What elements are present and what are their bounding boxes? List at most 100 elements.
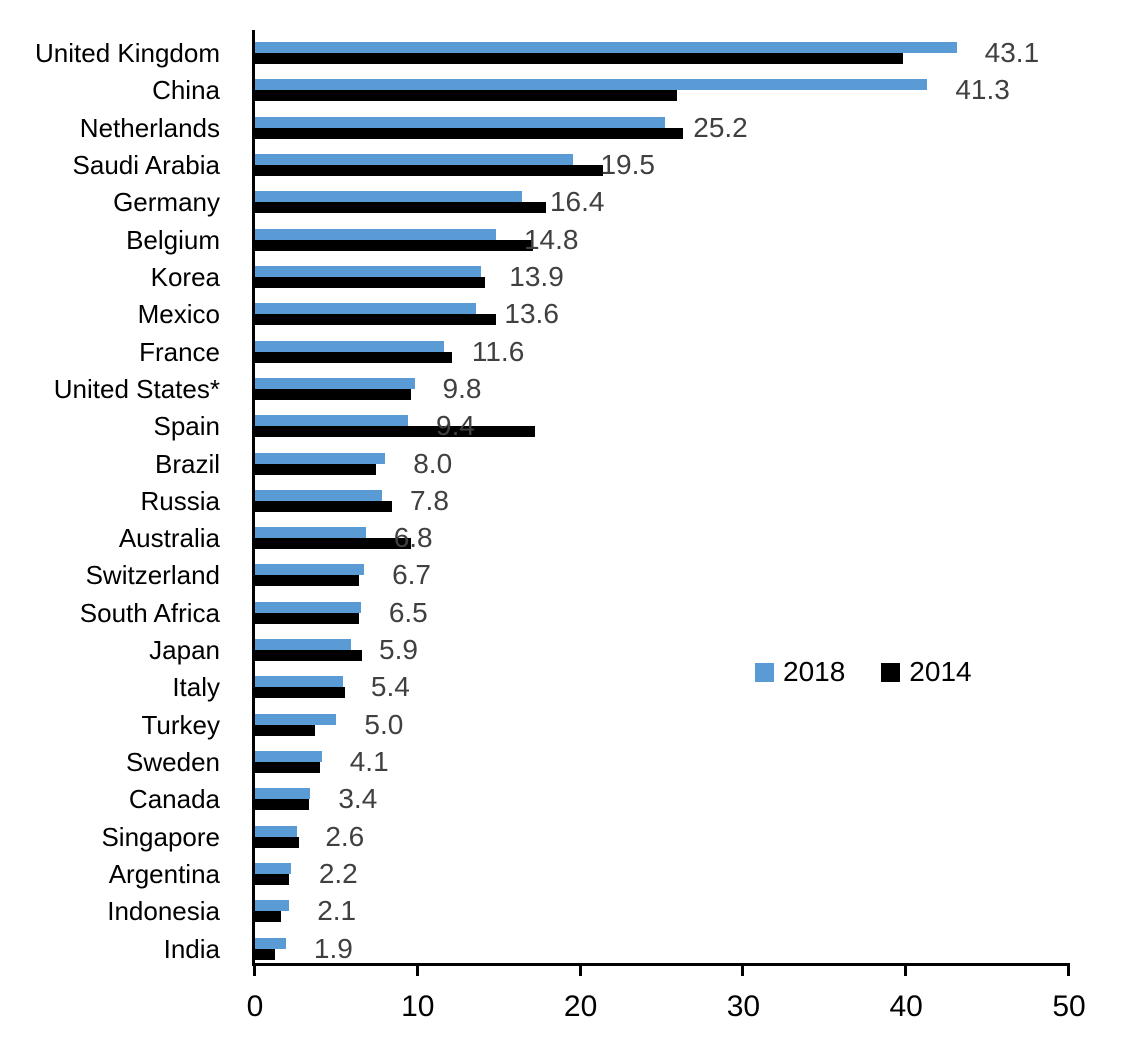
- category-label: Brazil: [154, 448, 220, 479]
- bar-2014: [255, 911, 281, 923]
- value-label: 16.4: [549, 186, 605, 218]
- x-tick-label: 50: [1052, 990, 1086, 1023]
- bar-2018: [255, 377, 415, 389]
- bar-2014: [255, 53, 903, 64]
- category-label: Sweden: [126, 747, 220, 778]
- x-tick-mark: [741, 966, 745, 976]
- bar-2014: [255, 202, 547, 214]
- value-label: 2.1: [317, 895, 357, 927]
- category-label: France: [139, 336, 220, 367]
- y-axis-line: [252, 30, 255, 966]
- legend-entry-2018: 2018: [755, 656, 845, 688]
- bar-2014: [255, 724, 316, 736]
- category-label: Indonesia: [107, 896, 220, 927]
- value-label: 2.6: [325, 820, 365, 852]
- bar-2014: [255, 351, 452, 363]
- bar-2014: [255, 762, 321, 774]
- value-label: 14.8: [523, 223, 579, 255]
- value-label: 19.5: [600, 148, 655, 180]
- value-label: 25.2: [693, 111, 748, 143]
- value-label: 6.5: [388, 596, 428, 628]
- category-label: China: [152, 75, 220, 106]
- legend-entry-2014: 2014: [881, 656, 972, 688]
- bar-2014: [255, 426, 535, 438]
- legend-swatch-2014-icon: [881, 662, 901, 682]
- value-label: 6.8: [393, 522, 433, 554]
- value-label: 4.1: [349, 746, 389, 778]
- x-tick-mark: [253, 966, 256, 976]
- bar-2014: [255, 276, 485, 288]
- value-label: 2.2: [318, 858, 358, 890]
- bar-2018: [255, 639, 352, 651]
- bar-2018: [255, 863, 291, 875]
- value-label: 6.7: [392, 559, 431, 591]
- category-label: Korea: [150, 261, 220, 292]
- x-tick-mark: [904, 966, 908, 976]
- value-label: 13.9: [509, 260, 564, 292]
- value-label: 5.9: [379, 634, 418, 666]
- bar-2014: [255, 314, 496, 326]
- category-label: Italy: [172, 672, 220, 703]
- bar-2018: [255, 527, 366, 539]
- bar-2014: [255, 874, 290, 886]
- bar-2018: [255, 751, 322, 763]
- value-label: 11.6: [471, 335, 525, 367]
- x-tick-label: 30: [726, 990, 761, 1023]
- bar-2018: [255, 153, 573, 165]
- bar-2018: [255, 191, 522, 203]
- value-label: 43.1: [984, 37, 1040, 68]
- category-label: Germany: [113, 187, 220, 218]
- category-label: Saudi Arabia: [72, 149, 220, 180]
- legend-label-2014: 2014: [909, 656, 972, 687]
- category-label: Argentina: [108, 859, 220, 890]
- category-label: India: [163, 933, 220, 964]
- category-label: Switzerland: [85, 560, 220, 591]
- bar-2018: [255, 340, 444, 352]
- bar-2018: [255, 42, 957, 53]
- value-label: 1.9: [313, 932, 353, 964]
- bar-2018: [255, 79, 928, 91]
- bar-2018: [255, 937, 286, 949]
- bar-2014: [255, 836, 299, 848]
- bar-2014: [255, 538, 412, 550]
- bar-2018: [255, 265, 482, 277]
- x-tick-mark: [578, 966, 582, 976]
- category-label: Singapore: [101, 821, 220, 852]
- category-label: Australia: [118, 523, 220, 554]
- bar-2018: [255, 228, 496, 240]
- bar-2014: [255, 388, 412, 400]
- value-label: 9.8: [442, 372, 482, 404]
- legend-label-2018: 2018: [783, 656, 846, 687]
- category-label: Japan: [149, 635, 220, 666]
- bar-2018: [255, 713, 337, 725]
- bar-2014: [255, 127, 684, 139]
- category-label: Netherlands: [79, 112, 220, 143]
- value-label: 7.8: [409, 484, 449, 516]
- bar-2014: [255, 612, 360, 624]
- bar-2018: [255, 825, 298, 837]
- category-label: Turkey: [141, 709, 221, 740]
- category-label: South Africa: [79, 597, 220, 628]
- bar-2018: [255, 303, 477, 315]
- bar-2014: [255, 799, 309, 811]
- category-label: Spain: [153, 411, 221, 442]
- bar-2014: [255, 687, 345, 699]
- bar-2014: [255, 575, 360, 587]
- bar-2018: [255, 788, 311, 800]
- bar-2014: [255, 90, 677, 102]
- value-label: 41.3: [955, 74, 1010, 106]
- bar-2018: [255, 564, 365, 576]
- bar-2014: [255, 463, 376, 475]
- bar-2018: [255, 489, 382, 501]
- value-label: 5.4: [370, 671, 410, 703]
- bar-2014: [255, 500, 392, 512]
- category-label: United Kingdom: [35, 38, 220, 68]
- bar-2018: [255, 415, 408, 427]
- x-tick-label: 0: [246, 990, 264, 1023]
- value-label: 3.4: [338, 783, 378, 815]
- bar-2014: [255, 239, 534, 251]
- x-tick-label: 20: [563, 990, 598, 1023]
- category-label: Belgium: [126, 224, 220, 255]
- legend-swatch-2018-icon: [755, 662, 774, 682]
- x-tick-label: 10: [401, 990, 435, 1023]
